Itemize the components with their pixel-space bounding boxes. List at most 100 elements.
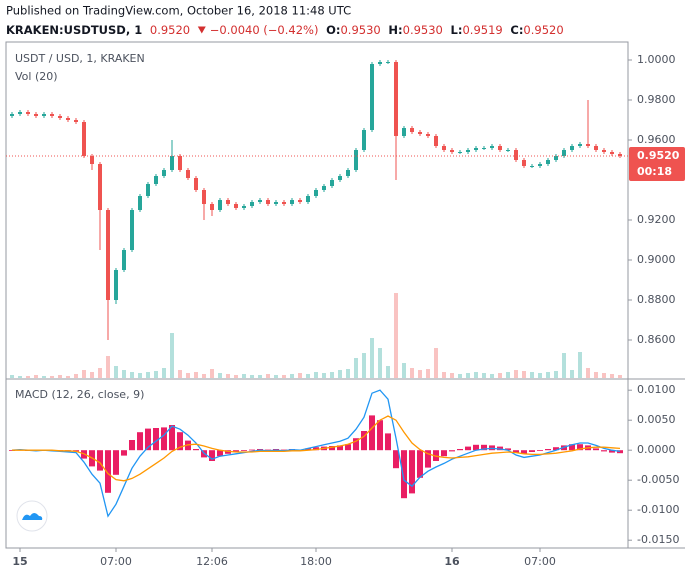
macd-histogram-bar: [241, 450, 247, 451]
y-tick-label: 0.8800: [637, 293, 676, 306]
x-tick-label: 07:00: [100, 555, 132, 568]
volume-bar: [26, 376, 30, 378]
published-note: Published on TradingView.com, October 16…: [6, 4, 351, 18]
candle-body: [34, 114, 38, 116]
candle-body: [122, 250, 126, 270]
candle-body: [586, 144, 590, 146]
candle-body: [106, 210, 110, 300]
volume-bar: [610, 374, 614, 378]
macd-histogram-bar: [217, 450, 223, 457]
volume-bar: [594, 372, 598, 378]
macd-histogram-bar: [337, 445, 343, 451]
volume-bar: [170, 333, 174, 378]
volume-bar: [298, 373, 302, 378]
macd-histogram-bar: [161, 427, 167, 451]
volume-bar: [154, 371, 158, 378]
volume-bar: [10, 375, 14, 378]
macd-histogram-bar: [425, 450, 431, 468]
candle-body: [610, 152, 614, 154]
x-tick-label: 12:06: [196, 555, 228, 568]
candle-body: [58, 116, 62, 118]
candle-body: [618, 154, 622, 156]
volume-bar: [202, 374, 206, 378]
volume-bar: [274, 375, 278, 378]
volume-bar: [506, 372, 510, 378]
volume-bar: [370, 338, 374, 378]
volume-bar: [394, 293, 398, 378]
volume-bar: [434, 348, 438, 378]
macd-histogram-bar: [449, 450, 455, 452]
macd-histogram-bar: [169, 425, 175, 451]
candle-body: [130, 210, 134, 250]
candle-body: [562, 150, 566, 156]
volume-bar: [442, 372, 446, 378]
macd-histogram-bar: [233, 450, 239, 452]
volume-bar: [106, 356, 110, 378]
volume-bar: [314, 372, 318, 378]
candle-body: [42, 114, 46, 116]
volume-bar: [282, 375, 286, 378]
candle-body: [298, 200, 302, 202]
macd-line: [11, 389, 621, 518]
y-tick-label: 0.0100: [637, 383, 676, 396]
logo: [16, 500, 48, 532]
ohlc-label: O:: [326, 23, 340, 37]
logo-cloud: [22, 513, 43, 520]
macd-histogram-bar: [137, 432, 143, 451]
volume-bar: [522, 371, 526, 378]
candle-body: [114, 270, 118, 300]
volume-bar: [42, 376, 46, 378]
volume-bar: [250, 375, 254, 378]
candle-body: [474, 148, 478, 150]
symbol: KRAKEN:USDTUSD, 1: [6, 23, 142, 37]
candle-body: [250, 202, 254, 206]
volume-bar: [258, 375, 262, 378]
macd-histogram-bar: [473, 444, 479, 451]
y-tick-label: 1.0000: [637, 53, 676, 66]
candle-body: [66, 118, 70, 120]
candle-body: [570, 146, 574, 150]
candle-body: [90, 156, 94, 164]
y-tick-label: 0.0050: [637, 413, 676, 426]
volume-bar: [234, 375, 238, 378]
candle-body: [274, 202, 278, 204]
macd-histogram-bar: [177, 432, 183, 451]
macd-histogram-bar: [457, 449, 463, 451]
ohlc-label: C:: [510, 23, 523, 37]
candle-body: [418, 132, 422, 134]
volume-bar: [570, 370, 574, 378]
volume-bar: [418, 370, 422, 378]
candle-body: [538, 164, 542, 166]
volume-bar: [466, 373, 470, 378]
volume-bar: [338, 370, 342, 378]
candle-body: [170, 156, 174, 170]
volume-bar: [586, 368, 590, 378]
volume-bar: [130, 372, 134, 378]
candle-body: [330, 180, 334, 186]
volume-bar: [178, 370, 182, 378]
candle-body: [554, 156, 558, 160]
volume-bar: [186, 373, 190, 378]
candle-body: [178, 156, 182, 170]
macd-histogram-bar: [153, 428, 159, 451]
candle-body: [458, 152, 462, 153]
candle-body: [186, 170, 190, 178]
macd-histogram-bar: [113, 450, 119, 475]
candle-body: [490, 146, 494, 148]
candle-body: [482, 148, 486, 149]
y-tick-label: 0.9000: [637, 253, 676, 266]
volume-bar: [458, 374, 462, 378]
volume-bar: [74, 374, 78, 378]
volume-bar: [402, 363, 406, 378]
macd-histogram-bar: [345, 444, 351, 451]
candle-body: [162, 170, 166, 176]
candle-body: [514, 150, 518, 160]
macd-histogram-bar: [129, 440, 135, 451]
candle-body: [290, 200, 294, 204]
candle-body: [506, 150, 510, 151]
x-tick-label: 15: [12, 555, 27, 568]
macd-histogram-bar: [265, 449, 271, 451]
volume-bar: [362, 353, 366, 378]
volume-bar: [482, 373, 486, 378]
macd-histogram-bar: [305, 448, 311, 451]
